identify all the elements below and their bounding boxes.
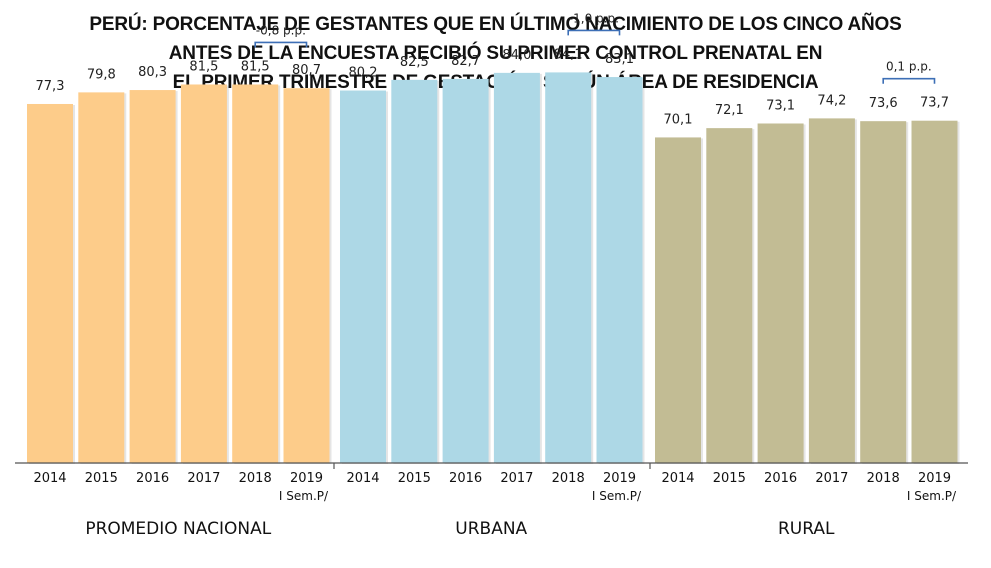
x-tick-label: 2017 bbox=[187, 471, 220, 486]
bar-2016 bbox=[129, 90, 176, 463]
x-tick-sublabel: I Sem.P/ bbox=[592, 489, 642, 503]
bar-2019 bbox=[911, 120, 958, 464]
bar-2019 bbox=[596, 77, 643, 464]
x-tick-label: 2018 bbox=[239, 471, 272, 486]
bar-2015 bbox=[391, 79, 438, 463]
annotation-bracket bbox=[882, 77, 936, 84]
data-label: 74,2 bbox=[817, 93, 846, 108]
data-label: 72,1 bbox=[715, 103, 744, 118]
x-tick-sublabel: I Sem.P/ bbox=[907, 489, 957, 503]
x-tick-label: 2018 bbox=[552, 471, 585, 486]
bar-2014 bbox=[655, 137, 701, 463]
data-label: 84,0 bbox=[502, 48, 531, 63]
x-tick-label: 2016 bbox=[136, 471, 169, 486]
bar-2018 bbox=[545, 72, 592, 463]
x-tick-label: 2015 bbox=[85, 471, 118, 486]
annotation-bracket bbox=[254, 41, 308, 48]
x-tick-label: 2016 bbox=[449, 471, 482, 486]
data-label: 84,1 bbox=[554, 47, 583, 62]
x-tick-label: 2019 bbox=[918, 471, 951, 486]
chart-title: PERÚ: PORCENTAJE DE GESTANTES QUE EN ÚLT… bbox=[0, 10, 991, 97]
data-label: 73,7 bbox=[920, 96, 949, 111]
data-label: 80,3 bbox=[138, 65, 167, 80]
group-label: PROMEDIO NACIONAL bbox=[85, 519, 271, 539]
data-label: 83,1 bbox=[605, 52, 634, 67]
bar-2018 bbox=[232, 84, 279, 463]
group-label: RURAL bbox=[778, 519, 835, 539]
data-label: 80,2 bbox=[349, 66, 378, 81]
bar-2018 bbox=[860, 121, 907, 464]
x-tick-label: 2014 bbox=[346, 471, 379, 486]
bar-2016 bbox=[757, 123, 804, 463]
bar-2017 bbox=[180, 84, 227, 463]
data-label: 77,3 bbox=[36, 79, 65, 94]
bar-2014 bbox=[27, 103, 73, 464]
x-tick-label: 2018 bbox=[867, 471, 900, 486]
annotation-label: -1,0 p.p. bbox=[569, 11, 619, 25]
annotation-label: -0,8 p.p. bbox=[256, 23, 306, 37]
bar-2015 bbox=[78, 92, 125, 463]
data-label: 79,8 bbox=[87, 67, 116, 82]
data-label: 81,5 bbox=[189, 59, 218, 74]
x-tick-label: 2019 bbox=[290, 471, 323, 486]
data-label: 70,1 bbox=[664, 112, 693, 127]
x-tick-label: 2016 bbox=[764, 471, 797, 486]
x-tick-sublabel: I Sem.P/ bbox=[279, 489, 329, 503]
bar-2017 bbox=[808, 118, 855, 463]
bar-2019 bbox=[283, 88, 330, 464]
data-label: 80,7 bbox=[292, 63, 321, 78]
bar-2015 bbox=[706, 128, 753, 463]
bar-2017 bbox=[493, 72, 540, 463]
data-label: 73,1 bbox=[766, 98, 795, 113]
annotation-bracket bbox=[567, 29, 621, 36]
x-tick-label: 2015 bbox=[713, 471, 746, 486]
x-tick-label: 2014 bbox=[661, 471, 694, 486]
annotation-label: 0,1 p.p. bbox=[886, 60, 932, 74]
chart-title-line-2: ANTES DE LA ENCUESTA RECIBIÓ SU PRIMER C… bbox=[168, 43, 823, 64]
data-label: 82,7 bbox=[451, 54, 480, 69]
x-tick-label: 2019 bbox=[603, 471, 636, 486]
x-tick-label: 2014 bbox=[33, 471, 66, 486]
bar-2014 bbox=[340, 90, 386, 463]
x-tick-label: 2017 bbox=[815, 471, 848, 486]
group-label: URBANA bbox=[455, 519, 527, 539]
x-tick-label: 2017 bbox=[500, 471, 533, 486]
bar-2016 bbox=[442, 78, 489, 463]
data-label: 82,5 bbox=[400, 55, 429, 70]
x-tick-label: 2015 bbox=[398, 471, 431, 486]
data-label: 81,5 bbox=[241, 59, 270, 74]
chart-title-line-1: PERÚ: PORCENTAJE DE GESTANTES QUE EN ÚLT… bbox=[89, 14, 902, 35]
data-label: 73,6 bbox=[869, 96, 898, 111]
